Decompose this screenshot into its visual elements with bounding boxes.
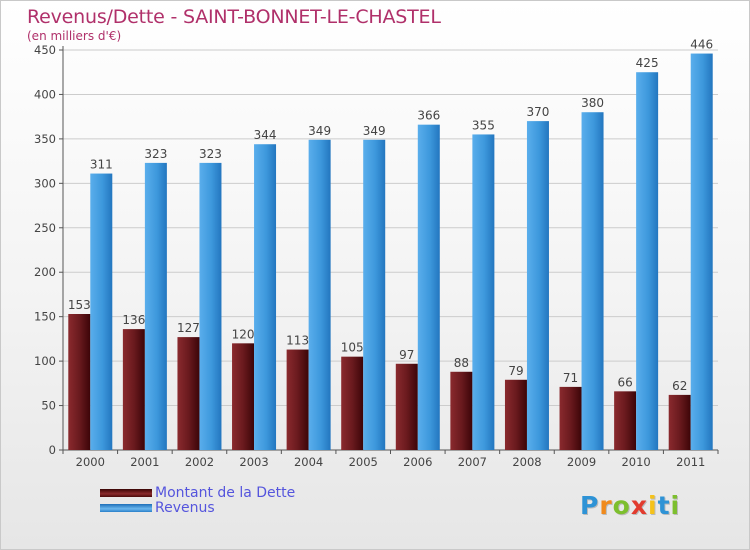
bar-debt (232, 343, 255, 450)
data-label-revenue: 380 (581, 96, 604, 110)
x-tick-label: 2004 (294, 455, 323, 469)
data-label-debt: 105 (341, 341, 364, 355)
x-tick-label: 2010 (621, 455, 650, 469)
y-tick-label: 350 (34, 132, 56, 146)
data-label-revenue: 323 (144, 147, 167, 161)
data-label-revenue: 370 (527, 105, 550, 119)
legend-swatch-revenue (100, 504, 152, 512)
legend-label-revenue: Revenus (155, 500, 215, 516)
y-tick-label: 250 (34, 221, 56, 235)
y-tick-label: 450 (34, 43, 56, 57)
bar-revenue (144, 162, 167, 450)
data-label-revenue: 355 (472, 118, 495, 132)
bar-revenue (690, 53, 713, 451)
bar-debt (122, 329, 145, 450)
logo-letter: o (612, 491, 631, 520)
x-tick-label: 2005 (349, 455, 378, 469)
data-label-revenue: 349 (308, 124, 331, 138)
data-label-revenue: 366 (417, 109, 440, 123)
bar-revenue (254, 144, 277, 450)
data-label-debt: 66 (617, 375, 632, 389)
x-tick-label: 2001 (130, 455, 159, 469)
data-label-revenue: 311 (90, 158, 113, 172)
data-label-debt: 88 (454, 356, 469, 370)
x-tick-label: 2008 (512, 455, 541, 469)
bar-debt (395, 363, 418, 450)
logo-letter: x (630, 491, 648, 520)
logo-letter: t (657, 491, 671, 520)
logo-letter: i (670, 491, 681, 520)
bar-debt (559, 386, 582, 450)
data-label-debt: 153 (68, 298, 91, 312)
y-tick-label: 0 (49, 443, 56, 457)
bar-revenue (472, 134, 495, 450)
data-label-debt: 113 (286, 334, 309, 348)
data-label-debt: 127 (177, 321, 200, 335)
x-tick-label: 2006 (403, 455, 432, 469)
bar-revenue (417, 124, 440, 451)
x-tick-label: 2002 (185, 455, 214, 469)
data-label-revenue: 344 (254, 128, 277, 142)
bar-revenue (90, 173, 113, 451)
legend-swatch-debt (100, 489, 152, 497)
bar-debt (668, 394, 691, 450)
y-tick-label: 200 (34, 265, 56, 279)
bar-debt (341, 356, 364, 450)
x-tick-label: 2011 (676, 455, 705, 469)
data-label-revenue: 446 (690, 38, 713, 52)
data-label-debt: 62 (672, 379, 687, 393)
data-label-debt: 136 (122, 313, 145, 327)
bar-revenue (308, 139, 331, 450)
data-label-revenue: 349 (363, 124, 386, 138)
bar-revenue (636, 72, 659, 450)
bar-revenue (526, 121, 549, 450)
logo-letter: i (648, 491, 658, 520)
logo-letter: r (599, 491, 613, 520)
proxiti-logo: Proxiti (580, 491, 680, 520)
data-label-revenue: 425 (636, 56, 659, 70)
bar-debt (286, 349, 309, 450)
x-tick-label: 2009 (567, 455, 596, 469)
y-tick-label: 50 (41, 399, 56, 413)
y-tick-label: 150 (34, 310, 56, 324)
logo-letter: P (580, 491, 600, 520)
y-tick-label: 100 (34, 354, 56, 368)
bar-debt (68, 314, 91, 450)
x-tick-label: 2007 (458, 455, 487, 469)
legend-label-debt: Montant de la Dette (155, 485, 296, 501)
y-tick-label: 400 (34, 87, 56, 101)
data-label-debt: 97 (399, 348, 414, 362)
y-tick-label: 300 (34, 176, 56, 190)
data-label-revenue: 323 (199, 147, 222, 161)
bar-debt (177, 337, 200, 450)
bar-revenue (363, 139, 386, 450)
bar-revenue (581, 112, 604, 450)
x-tick-label: 2003 (239, 455, 268, 469)
chart-title: Revenus/Dette - SAINT-BONNET-LE-CHASTEL (27, 6, 441, 28)
bar-debt (450, 371, 473, 450)
bar-debt (614, 391, 637, 450)
data-label-debt: 79 (508, 364, 523, 378)
bar-revenue (199, 162, 222, 450)
bar-debt (504, 379, 527, 450)
data-label-debt: 71 (563, 371, 578, 385)
chart-subtitle: (en milliers d'€) (27, 29, 122, 43)
data-label-debt: 120 (232, 327, 255, 341)
x-tick-label: 2000 (76, 455, 105, 469)
